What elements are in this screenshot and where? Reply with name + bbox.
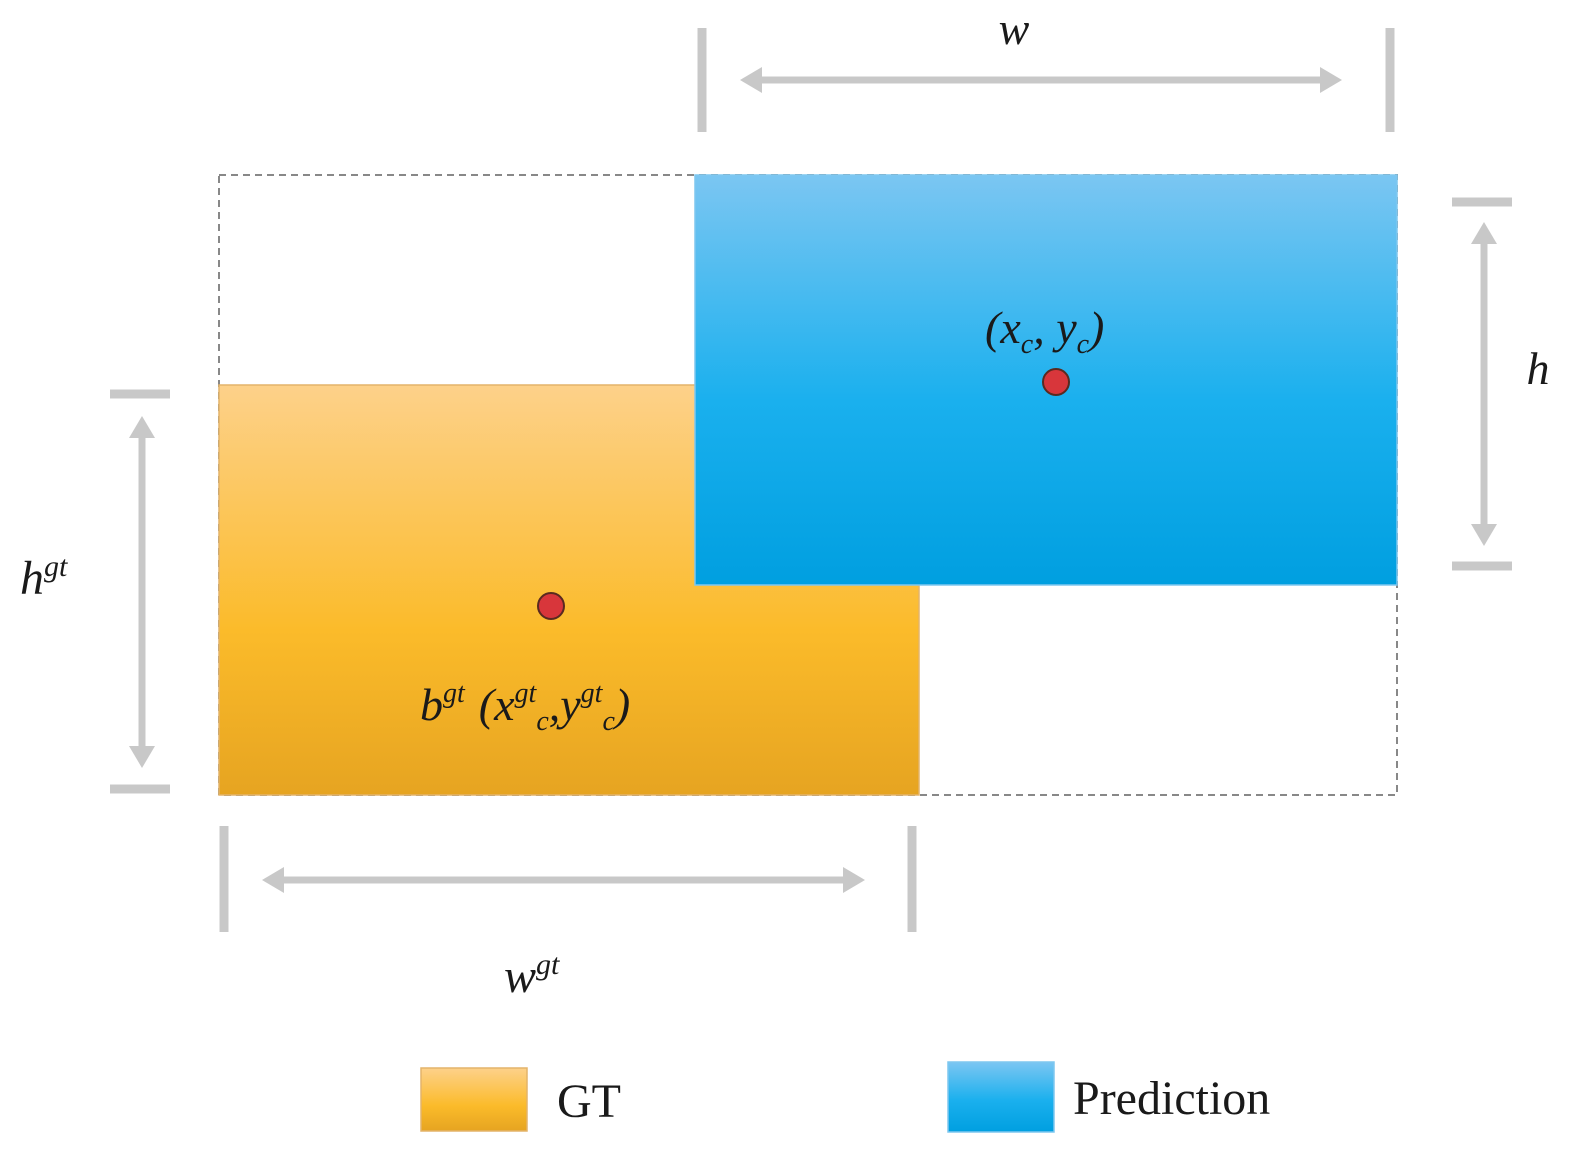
legend-prediction-label: Prediction [1073,1072,1270,1125]
w-label: w [999,3,1030,54]
h-gt-sup: gt [44,550,68,583]
h-dimension [1452,197,1512,571]
gt-center-label: bgt (xgtc,ygtc) [420,678,630,737]
legend-gt-label: GT [557,1075,621,1128]
w-gt-label: wgt [504,948,560,1003]
legend-prediction-swatch [947,1061,1055,1133]
w-gt-dimension [219,826,917,932]
h-gt-base: h [20,552,44,605]
h-gt-label: hgt [20,550,68,605]
gt-center-dot [537,592,565,620]
h-gt-dimension [110,389,170,794]
legend: GT Prediction [420,1061,1270,1133]
prediction-center-dot [1042,368,1070,396]
h-label: h [1527,343,1550,394]
legend-gt-swatch [420,1067,528,1132]
w-gt-base: w [504,950,536,1003]
w-gt-sup: gt [536,948,560,981]
w-dimension [697,28,1395,132]
prediction-center-label: (xc, yc) [985,302,1104,360]
